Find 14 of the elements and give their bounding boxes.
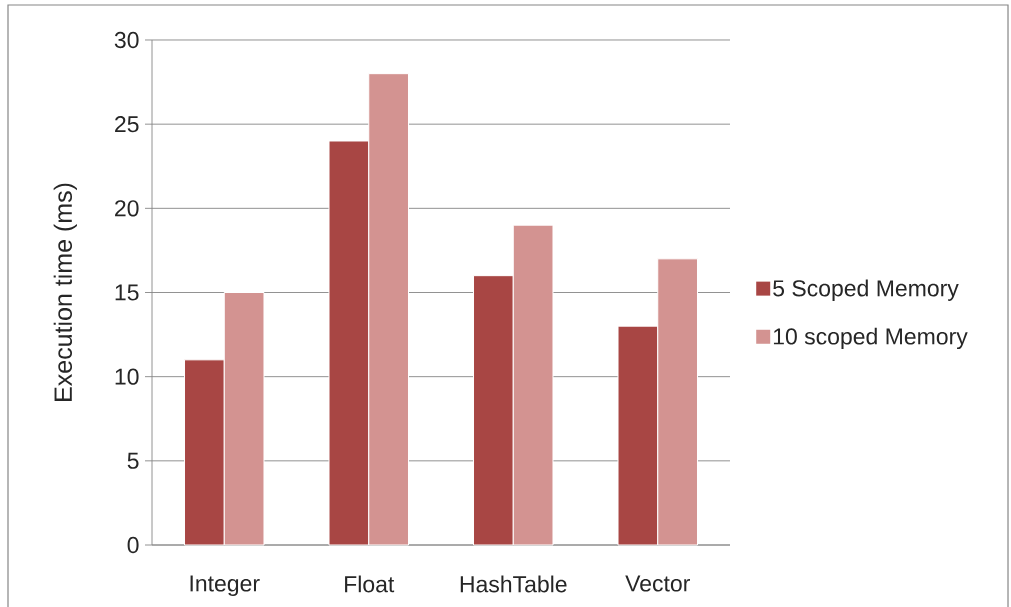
y-tick-label: 15	[115, 284, 139, 301]
x-tick-label: Float	[345, 575, 395, 593]
y-tick-label: 10	[115, 368, 139, 385]
x-tick-label: Integer	[190, 575, 260, 597]
legend-label: 5 Scoped Memory	[773, 279, 959, 301]
y-tick-label: 0	[127, 536, 139, 554]
y-axis-title: Execution time (ms)	[53, 183, 77, 401]
y-tick-label: 30	[114, 31, 139, 49]
x-tick-label: Vector	[625, 575, 690, 592]
y-tick-label: 20	[115, 200, 139, 217]
y-tick-label: 5	[127, 452, 139, 469]
x-tick-label: HashTable	[460, 575, 567, 593]
y-tick-label: 25	[115, 116, 139, 133]
legend-label: 10 scoped Memory	[773, 327, 968, 350]
